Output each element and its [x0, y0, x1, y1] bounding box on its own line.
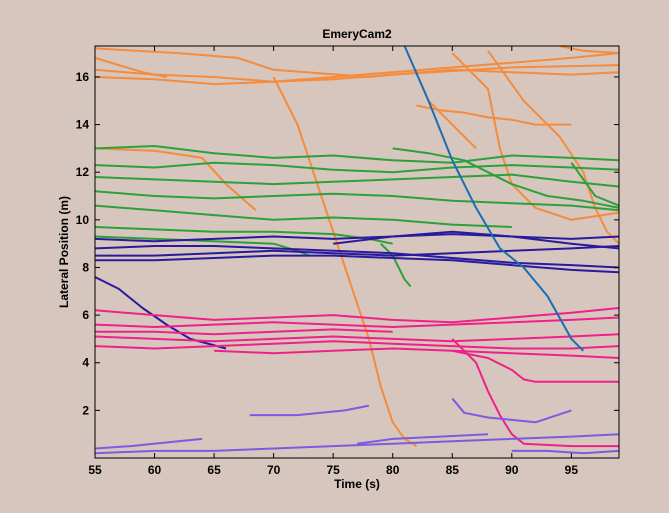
x-axis-label: Time (s)	[334, 477, 380, 491]
series-line-pink-32	[214, 347, 619, 359]
series-line-green-15	[95, 204, 512, 228]
x-tick-label: 60	[148, 463, 162, 477]
x-tick-label: 85	[446, 463, 460, 477]
y-tick-label: 4	[82, 356, 89, 370]
chart-title: EmeryCam2	[322, 27, 392, 41]
series-line-pink-34	[451, 338, 619, 448]
series-line-pink-33	[452, 349, 619, 383]
series-line-pink-30	[95, 307, 619, 324]
x-tick-label: 65	[207, 463, 221, 477]
x-tick-label: 75	[327, 463, 341, 477]
series-line-purple-36	[95, 433, 619, 455]
series-line-purple-38	[356, 433, 489, 445]
x-tick-label: 70	[267, 463, 281, 477]
series-line-purple-39	[451, 397, 572, 424]
series-line-green-13	[95, 173, 619, 188]
series-line-green-19	[380, 242, 412, 288]
y-tick-label: 14	[76, 118, 90, 132]
series-line-orange-1	[95, 52, 619, 86]
series-line-navy-23	[95, 254, 619, 274]
series-line-navy-25	[333, 230, 619, 250]
x-tick-label: 95	[565, 463, 579, 477]
y-axis-label: Lateral Position (m)	[57, 196, 71, 308]
series-line-green-14	[95, 190, 619, 212]
y-tick-label: 10	[76, 213, 90, 227]
y-tick-label: 16	[76, 70, 90, 84]
y-tick-label: 8	[82, 260, 89, 274]
series-line-navy-22	[95, 245, 619, 269]
series-line-orange-6	[416, 104, 572, 126]
series-line-green-20	[570, 162, 619, 207]
series-line-orange-9	[487, 50, 619, 245]
plot-area	[94, 45, 620, 459]
series-line-orange-3	[95, 56, 167, 78]
series-line-green-12	[95, 161, 619, 174]
series-line-pink-31	[95, 328, 393, 336]
series-line-purple-35	[95, 437, 203, 450]
series-line-orange-10	[559, 46, 619, 55]
series-line-pink-27	[95, 333, 619, 343]
x-axis: 55 60 65 70 75 80 85 90 95	[88, 46, 578, 477]
series-line-orange-2	[95, 47, 619, 78]
series-line-orange-4	[95, 147, 257, 212]
y-tick-label: 6	[82, 308, 89, 322]
x-tick-label: 55	[88, 463, 102, 477]
x-tick-label: 90	[505, 463, 519, 477]
y-tick-label: 2	[82, 403, 89, 417]
series-line-pink-28	[95, 316, 619, 328]
series-line-orange-7	[427, 100, 477, 150]
series-line-green-11	[95, 145, 619, 164]
series-line-purple-37	[249, 404, 370, 417]
series-line-purple-40	[511, 449, 619, 455]
series-line-blue-41	[403, 46, 585, 352]
series-line-navy-24	[95, 233, 619, 243]
x-tick-label: 80	[386, 463, 400, 477]
series-line-green-18	[392, 147, 619, 209]
y-axis: 2 4 6 8 10 12 14 16	[76, 70, 619, 417]
series-line-navy-21	[95, 245, 619, 257]
y-tick-label: 12	[76, 165, 90, 179]
series-line-pink-29	[95, 340, 619, 350]
